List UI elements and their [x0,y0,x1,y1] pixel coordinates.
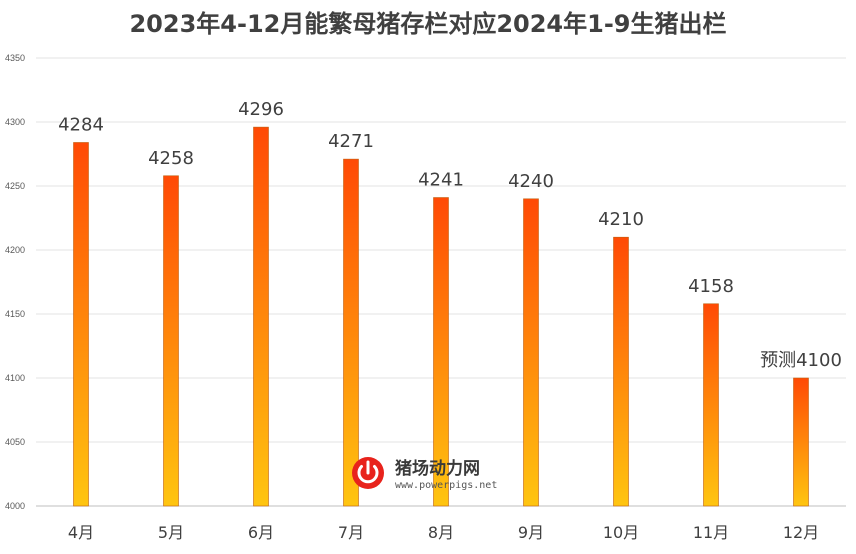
x-tick-label: 6月 [248,523,274,542]
data-label: 预测4100 [760,350,842,371]
data-label: 4296 [238,99,284,120]
data-label: 4284 [58,114,104,135]
bar [163,175,179,507]
data-label: 4241 [418,170,464,191]
bar [793,377,809,507]
watermark: 猪场动力网 www.powerpigs.net [352,457,497,491]
data-label: 4258 [148,148,194,169]
bar [523,198,539,507]
data-label: 4240 [508,171,554,192]
x-axis-ticks: 4月 5月 6月 7月 8月 9月 10月 11月 12月 [68,523,819,542]
x-tick-label: 7月 [338,523,364,542]
y-axis-ticks: 4000 4050 4100 4150 4200 4250 4300 4350 [5,53,25,511]
y-tick-label: 4150 [5,309,25,319]
watermark-url: www.powerpigs.net [395,480,497,491]
bar [613,236,629,507]
y-tick-label: 4250 [5,181,25,191]
y-tick-label: 4300 [5,117,25,127]
watermark-name: 猪场动力网 [395,458,480,479]
chart-title: 2023年4-12月能繁母猪存栏对应2024年1-9生猪出栏 [129,10,726,38]
bars [73,126,809,507]
y-tick-label: 4000 [5,501,25,511]
y-tick-label: 4350 [5,53,25,63]
x-tick-label: 4月 [68,523,94,542]
x-tick-label: 5月 [158,523,184,542]
bar [73,142,89,507]
bar [433,197,449,507]
y-tick-label: 4050 [5,437,25,447]
x-tick-label: 9月 [518,523,544,542]
data-label: 4271 [328,131,374,152]
bar [253,126,269,507]
x-tick-label: 8月 [428,523,454,542]
bar [703,303,719,507]
x-tick-label: 10月 [603,523,639,542]
y-tick-label: 4100 [5,373,25,383]
data-label: 4158 [688,276,734,297]
bar [343,158,359,507]
data-labels: 4284 4258 4296 4271 4241 4240 4210 4158 预测4100 [58,99,842,371]
x-tick-label: 11月 [693,523,729,542]
x-tick-label: 12月 [783,523,819,542]
y-tick-label: 4200 [5,245,25,255]
power-button-icon [352,457,384,489]
data-label: 4210 [598,209,644,230]
